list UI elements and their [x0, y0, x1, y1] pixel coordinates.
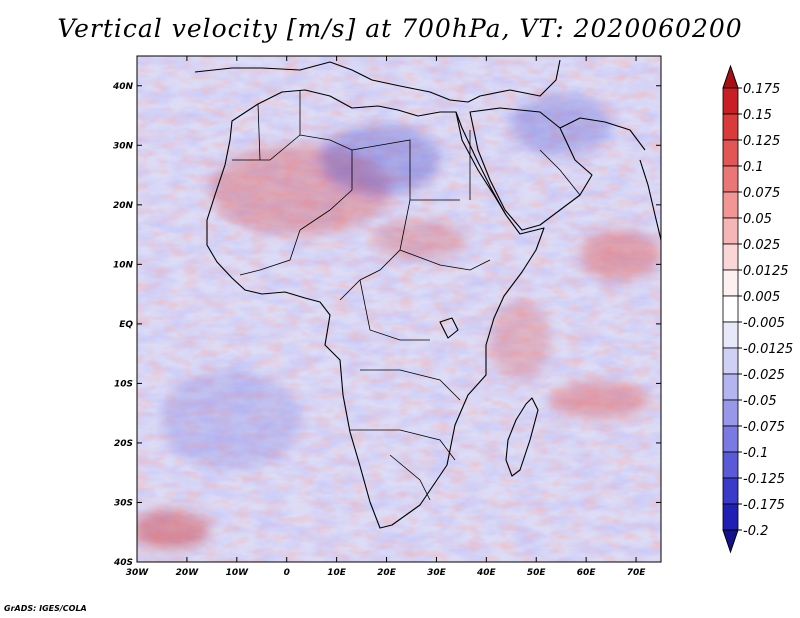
border — [399, 249, 491, 271]
colorbar-label: 0.1 — [743, 160, 764, 175]
lat-tick-label: 10N — [113, 260, 134, 270]
border — [360, 369, 461, 401]
lon-tick-label: 20W — [176, 568, 200, 578]
colorbar-swatch — [722, 191, 739, 219]
country-borders — [232, 90, 581, 501]
field-patch — [320, 125, 440, 195]
colorbar-swatch — [722, 295, 739, 323]
colorbar-swatch — [722, 321, 739, 349]
border — [359, 279, 430, 341]
latitude-axis: 40N 30N 20N 10N EQ 10S 20S 30S 40S — [112, 82, 661, 568]
colorbar-swatch — [722, 347, 739, 375]
colorbar-swatch — [722, 87, 739, 115]
lat-tick-label: 40N — [112, 82, 134, 92]
colorbar-label: -0.005 — [743, 316, 785, 331]
colorbar-label: -0.2 — [743, 524, 768, 539]
colorbar-swatch — [722, 139, 739, 167]
africa-coastline — [206, 89, 545, 529]
map-plot-area — [137, 56, 661, 562]
colorbar-label: -0.175 — [743, 498, 785, 513]
field-patch — [137, 510, 210, 550]
colorbar-swatch — [722, 399, 739, 427]
longitude-axis: 30W 20W 10W 0 10E 20E 30E 40E 50E 60E 70E — [126, 56, 646, 578]
colorbar-swatch — [722, 217, 739, 245]
lon-tick-label: 20E — [377, 568, 397, 578]
lon-tick-label: 0 — [284, 568, 290, 578]
india-coastline — [639, 159, 661, 241]
colorbar-label: 0.025 — [743, 238, 780, 253]
lat-tick-label: EQ — [119, 320, 133, 330]
colorbar-label: -0.125 — [743, 472, 785, 487]
border — [339, 199, 411, 301]
colorbar-swatch — [722, 373, 739, 401]
colorbar-label: -0.1 — [743, 446, 768, 461]
persia-coastline — [559, 117, 646, 151]
colorbar-label: 0.15 — [743, 108, 772, 123]
field-patch — [510, 95, 610, 155]
colorbar-swatch — [722, 451, 739, 479]
colorbar-swatch — [722, 477, 739, 505]
border — [351, 139, 460, 201]
field-patch — [375, 220, 465, 260]
colorbar-label: -0.05 — [743, 394, 777, 409]
colorbar-label: -0.0125 — [743, 342, 793, 357]
field-patch — [160, 370, 300, 470]
border — [389, 454, 431, 501]
colorbar-label: -0.025 — [743, 368, 785, 383]
field-patch — [490, 300, 550, 380]
field-patch — [580, 230, 660, 280]
coastlines — [194, 59, 661, 529]
red-sea-line — [455, 111, 507, 216]
colorbar-swatch — [722, 503, 739, 531]
border — [239, 229, 301, 276]
border — [257, 103, 261, 161]
lon-tick-label: 60E — [577, 568, 597, 578]
grads-credit: GrADS: IGES/COLA — [4, 604, 87, 613]
lon-tick-label: 30E — [427, 568, 447, 578]
lat-tick-label: 30N — [113, 141, 134, 151]
border — [539, 149, 581, 196]
colorbar-label: 0.075 — [743, 186, 780, 201]
colorbar-label: -0.075 — [743, 420, 785, 435]
lat-tick-label: 40S — [113, 558, 133, 568]
lat-tick-label: 30S — [114, 498, 133, 508]
colorbar-swatch — [722, 113, 739, 141]
colorbar-swatch — [722, 243, 739, 271]
field-patches — [137, 95, 660, 550]
colorbar-top-arrow — [722, 64, 739, 89]
colorbar-label: 0.05 — [743, 212, 772, 227]
madagascar-coastline — [505, 397, 539, 477]
lon-tick-label: 50E — [527, 568, 547, 578]
lon-tick-label: 40E — [476, 568, 497, 578]
arabia-coastline — [469, 107, 593, 231]
lake-victoria — [439, 317, 459, 339]
lat-tick-label: 10S — [114, 379, 133, 389]
colorbar-swatch — [722, 425, 739, 453]
colorbar-bottom-arrow — [722, 529, 739, 554]
plot-frame — [136, 55, 662, 563]
lon-tick-label: 10W — [226, 568, 250, 578]
colorbar-label: 0.175 — [743, 82, 780, 97]
europe-coastline — [194, 59, 561, 103]
colorbar-label: 0.0125 — [743, 264, 789, 279]
lat-tick-label: 20N — [113, 201, 134, 211]
chart-title: Vertical velocity [m/s] at 700hPa, VT: 2… — [57, 14, 743, 43]
colorbar-label: 0.125 — [743, 134, 780, 149]
colorbar-swatch — [722, 269, 739, 297]
border — [232, 134, 353, 231]
colorbar-label: 0.005 — [743, 290, 780, 305]
colorbar-swatch — [722, 165, 739, 193]
lat-tick-label: 20S — [114, 439, 133, 449]
field-patch — [550, 382, 650, 418]
colorbar: 0.175 0.15 0.125 0.1 0.075 0.05 0.025 0.0125 0.0… — [722, 64, 793, 554]
lon-tick-label: 30W — [126, 568, 150, 578]
lon-tick-label: 10E — [327, 568, 347, 578]
border — [350, 429, 456, 461]
lon-tick-label: 70E — [627, 568, 647, 578]
